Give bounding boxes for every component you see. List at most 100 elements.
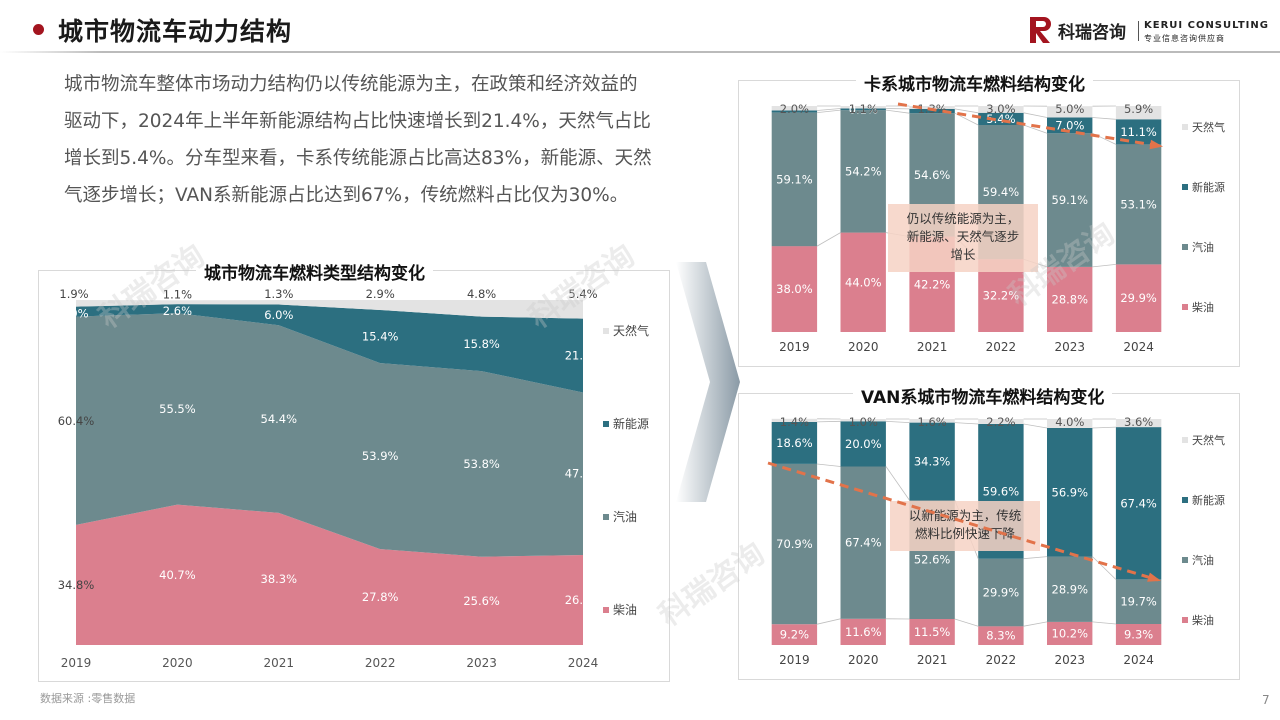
- page-title: 城市物流车动力结构: [58, 17, 293, 46]
- annotation-text: 增长: [950, 247, 976, 262]
- bar-gas: [771, 418, 818, 422]
- legend-label-gas: 天然气: [1192, 120, 1225, 134]
- data-label-diesel: 25.6%: [463, 594, 500, 608]
- bar-diesel: [771, 246, 818, 332]
- series-connector: [817, 618, 841, 625]
- data-label-gasoline: 70.9%: [776, 537, 813, 551]
- bar-gasoline: [1047, 556, 1093, 622]
- data-label-gas: 2.0%: [780, 102, 809, 116]
- header-bar: 城市物流车动力结构 科瑞咨询 KERUI CONSULTING 专业信息咨询供应…: [0, 0, 1280, 58]
- series-connector: [1023, 124, 1048, 134]
- annotation-text: 以新能源为主，传统: [909, 508, 1022, 523]
- page-number: 7: [1262, 693, 1270, 707]
- data-label-gas: 3.6%: [1124, 415, 1153, 429]
- data-label-nev: 6.0%: [264, 308, 293, 322]
- bar-diesel: [771, 624, 818, 645]
- data-label-diesel: 32.2%: [983, 289, 1020, 303]
- data-label-nev: 56.9%: [1052, 485, 1089, 499]
- legend-label-nev: 新能源: [613, 416, 649, 431]
- data-label-diesel: 38.3%: [261, 572, 298, 586]
- bar-diesel: [1047, 266, 1093, 332]
- trend-arrowhead-icon: [1149, 139, 1163, 150]
- bar-gas: [771, 106, 818, 111]
- van-bar-chart: 9.2% 11.6% 11.5% 8.3% 10.2% 9.3% 70.9% 67.4% 52.…: [767, 415, 1225, 667]
- data-label-diesel: 29.9%: [1120, 291, 1157, 305]
- data-label-gasoline: 59.1%: [776, 172, 813, 186]
- x-tick-label: 2022: [365, 656, 396, 670]
- data-label-nev: 15.8%: [463, 337, 500, 351]
- data-label-gasoline: 53.9%: [362, 449, 399, 463]
- data-label-gasoline: 54.4%: [261, 412, 298, 426]
- area-nev: [76, 304, 583, 393]
- logo-cn-text: 科瑞咨询: [1058, 23, 1126, 43]
- x-tick-label: 2021: [917, 340, 948, 354]
- area-gas: [76, 300, 583, 319]
- data-label-diesel: 42.2%: [914, 277, 951, 291]
- series-connector: [954, 108, 979, 114]
- series-connector: [817, 463, 841, 467]
- data-label-nev: 11.1%: [1120, 125, 1157, 139]
- legend-label-gasoline: 汽油: [613, 509, 637, 524]
- data-label-gasoline: 52.6%: [914, 553, 951, 567]
- intro-line: 气逐步增长；VAN系新能源占比达到67%，传统燃料占比仅为30%。: [64, 185, 629, 206]
- data-label-nev: 67.4%: [1120, 496, 1157, 510]
- annotation-box: [890, 501, 1040, 551]
- x-tick-label: 2019: [61, 656, 92, 670]
- data-label-gasoline: 29.9%: [983, 586, 1020, 600]
- data-label-gas: 4.8%: [467, 287, 496, 301]
- data-label-gas: 3.0%: [986, 102, 1015, 116]
- x-tick-label: 2019: [779, 653, 810, 667]
- data-label-gasoline: 59.4%: [983, 185, 1020, 199]
- logo-separator: [1138, 21, 1139, 41]
- x-tick-label: 2024: [1123, 340, 1154, 354]
- title-bullet: [33, 24, 44, 35]
- series-connector: [1092, 556, 1117, 580]
- series-connector: [885, 420, 910, 423]
- data-label-gas: 1.9%: [59, 287, 88, 301]
- data-label-diesel: 11.5%: [914, 625, 951, 639]
- bar-diesel: [1115, 624, 1162, 645]
- legend-label-gasoline: 汽油: [1192, 240, 1214, 254]
- data-label-diesel: 40.7%: [159, 568, 196, 582]
- data-label-gasoline: 54.2%: [845, 164, 882, 178]
- bar-gas: [1047, 419, 1093, 428]
- data-label-gas: 1.4%: [780, 415, 809, 429]
- data-label-gasoline: 60.4%: [58, 414, 95, 428]
- bar-gas: [840, 419, 886, 422]
- bar-nev: [909, 108, 955, 114]
- series-connector: [1092, 117, 1116, 120]
- legend-label-diesel: 柴油: [1192, 300, 1214, 314]
- series-connector: [817, 109, 841, 113]
- legend-swatch-nev: [1182, 184, 1188, 190]
- data-label-gasoline: 59.1%: [1052, 193, 1089, 207]
- logo-mark-icon: [1030, 17, 1051, 43]
- data-source-note: 数据来源 :零售数据: [40, 692, 136, 705]
- x-tick-label: 2022: [986, 653, 1017, 667]
- bar-nev: [909, 422, 955, 501]
- data-label-gasoline: 28.9%: [1052, 582, 1089, 596]
- annotation-text: 新能源、天然气逐步: [907, 229, 1020, 244]
- overall-chart-title: 城市物流车燃料类型结构变化: [196, 259, 433, 284]
- data-label-nev: 0.1%: [849, 102, 878, 116]
- x-tick-label: 2023: [466, 656, 497, 670]
- van-chart-title: VAN系城市物流车燃料结构变化: [853, 383, 1113, 408]
- data-label-diesel: 27.8%: [362, 590, 399, 604]
- bar-gasoline: [978, 558, 1024, 627]
- data-label-gas: 2.9%: [366, 287, 395, 301]
- area-gasoline: [76, 313, 583, 557]
- series-connector: [1023, 621, 1048, 627]
- legend-swatch-diesel: [1182, 304, 1188, 310]
- trend-arrow-line: [767, 461, 1159, 582]
- legend-swatch-gasoline: [603, 514, 609, 520]
- series-connector: [885, 109, 910, 114]
- series-connector: [1092, 621, 1116, 625]
- data-label-nev: 15.4%: [362, 330, 399, 344]
- bar-gasoline: [771, 464, 818, 625]
- data-label-gasoline: 47.1%: [565, 467, 602, 481]
- data-label-diesel: 10.2%: [1052, 627, 1089, 641]
- data-label-gas: 5.4%: [568, 287, 597, 301]
- bar-nev: [840, 421, 886, 467]
- data-label-gasoline: 19.7%: [1120, 595, 1157, 609]
- series-connector: [1023, 423, 1048, 429]
- data-label-diesel: 8.3%: [986, 629, 1015, 643]
